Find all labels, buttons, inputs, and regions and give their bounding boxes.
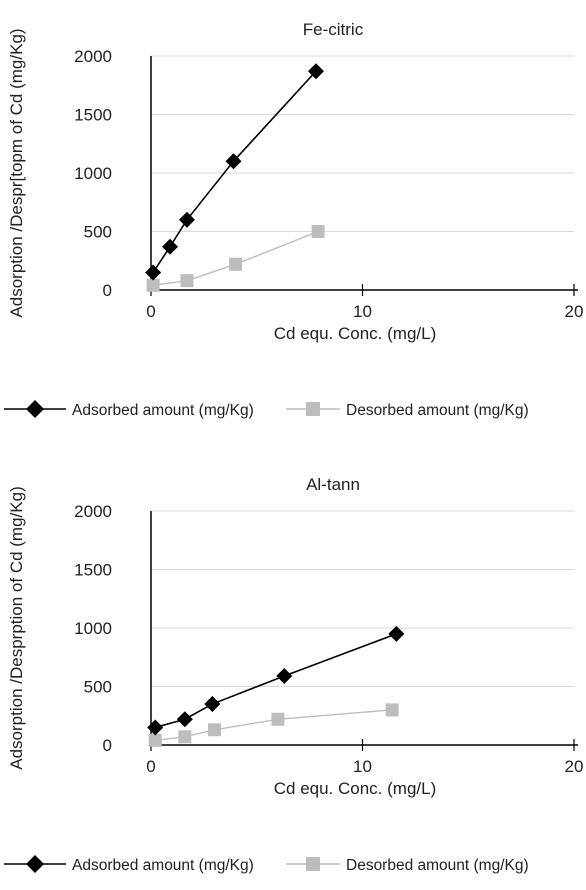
data-point-adsorbed	[307, 63, 324, 80]
y-tick-label: 1000	[74, 619, 112, 638]
data-point-adsorbed	[388, 625, 405, 642]
y-tick-label: 500	[84, 678, 112, 697]
x-tick-label: 10	[353, 302, 372, 321]
legend-label-adsorbed: Adsorbed amount (mg/Kg)	[72, 857, 254, 874]
y-tick-label: 1500	[74, 106, 112, 125]
legend-marker-desorbed	[306, 857, 320, 871]
legend-marker-adsorbed	[26, 400, 44, 418]
chart-al-tann: Al-tann 0 500 1000 1500 2000 0 10 20 Cd equ. Conc…	[0, 455, 586, 885]
legend-label-desorbed: Desorbed amount (mg/Kg)	[346, 402, 529, 419]
data-point-desorbed	[146, 278, 160, 292]
data-point-desorbed	[229, 257, 243, 271]
data-point-desorbed	[180, 274, 194, 288]
y-axis-label: Adsorption /Despr[topm of Cd (mg/Kg)	[7, 28, 26, 317]
data-point-adsorbed	[162, 238, 179, 255]
data-point-adsorbed	[225, 153, 242, 170]
chart-fe-citric: Fe-citric 0 500 1000 1500 2000 0 10 20 Cd equ. Co…	[0, 0, 586, 430]
x-axis-label: Cd equ. Conc. (mg/L)	[274, 324, 437, 343]
data-point-adsorbed	[204, 696, 221, 713]
data-point-desorbed	[385, 703, 399, 717]
y-tick-label: 500	[84, 223, 112, 242]
x-tick-label: 0	[146, 302, 155, 321]
data-point-adsorbed	[145, 264, 162, 281]
y-tick-label: 1000	[74, 164, 112, 183]
x-tick-label: 20	[565, 302, 584, 321]
legend-label-desorbed: Desorbed amount (mg/Kg)	[346, 857, 529, 874]
legend-label-adsorbed: Adsorbed amount (mg/Kg)	[72, 402, 254, 419]
chart-title: Fe-citric	[303, 20, 364, 39]
data-point-adsorbed	[147, 719, 164, 736]
y-tick-label: 0	[103, 281, 112, 300]
data-point-adsorbed	[176, 711, 193, 728]
x-axis-label: Cd equ. Conc. (mg/L)	[274, 779, 437, 798]
data-point-desorbed	[311, 225, 325, 238]
legend-marker-adsorbed	[26, 855, 44, 873]
chart-al-tann-svg: Al-tann 0 500 1000 1500 2000 0 10 20 Cd equ. Conc…	[4, 475, 584, 874]
data-point-adsorbed	[178, 211, 195, 228]
data-point-desorbed	[207, 723, 221, 737]
y-tick-label: 1500	[74, 561, 112, 580]
y-tick-label: 2000	[74, 47, 112, 66]
data-point-desorbed	[178, 730, 192, 744]
chart-fe-citric-svg: Fe-citric 0 500 1000 1500 2000 0 10 20 Cd equ. Co…	[4, 20, 584, 419]
x-tick-label: 0	[146, 757, 155, 776]
x-tick-label: 10	[353, 757, 372, 776]
chart-title: Al-tann	[306, 475, 360, 494]
y-axis-label: Adsorption /Desprption of Cd (mg/Kg)	[7, 486, 26, 769]
data-point-desorbed	[271, 712, 285, 726]
y-tick-label: 2000	[74, 502, 112, 521]
data-point-adsorbed	[276, 667, 293, 684]
series-line-square	[153, 230, 319, 287]
x-tick-label: 20	[565, 757, 584, 776]
legend-marker-desorbed	[306, 402, 320, 416]
data-point-desorbed	[148, 733, 162, 747]
y-tick-label: 0	[103, 736, 112, 755]
